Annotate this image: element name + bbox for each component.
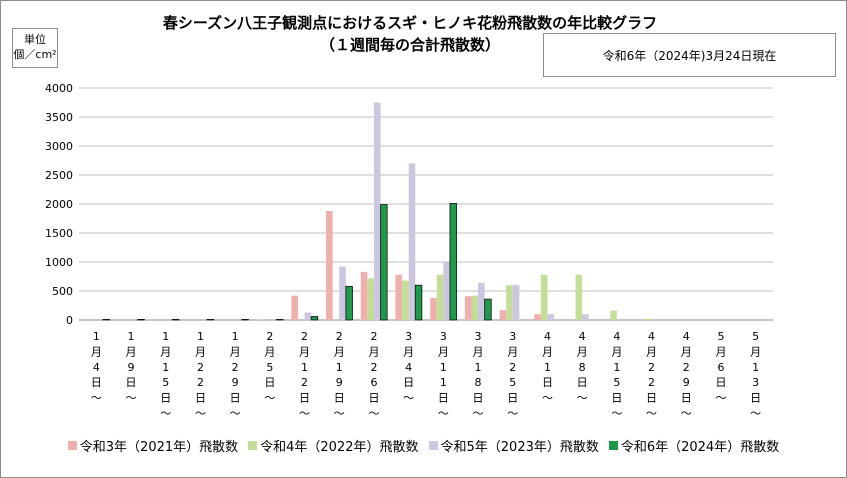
bar-2024 xyxy=(206,319,215,321)
bar-2024 xyxy=(171,319,180,321)
x-tick-label: 5 月 6 日～ xyxy=(715,330,726,405)
y-tick-label: 2500 xyxy=(45,169,73,182)
legend-swatch-2021 xyxy=(67,441,77,450)
x-tick-label: 4 月 2 2 日～ xyxy=(646,330,657,420)
bar-2023 xyxy=(443,262,450,320)
bar-2024 xyxy=(310,316,319,321)
bar-2021 xyxy=(360,271,368,320)
bar-2024 xyxy=(449,203,457,321)
bar-2022 xyxy=(471,295,479,320)
bar-2022 xyxy=(610,310,617,320)
bar-2024 xyxy=(484,298,492,321)
bar-2022 xyxy=(540,274,548,320)
bar-2022 xyxy=(575,274,583,320)
unit-label-line1: 単位 xyxy=(24,33,46,46)
y-tick-label: 3000 xyxy=(45,140,73,153)
bar-2023 xyxy=(512,285,520,320)
x-tick-label: 1 月 9 日～ xyxy=(126,330,137,405)
x-tick-label: 4 月 2 9 日～ xyxy=(681,330,692,420)
legend-label-2022: 令和4年（2022年）飛散数 xyxy=(260,440,419,455)
legend-item-2023: 令和5年（2023年）飛散数 xyxy=(428,436,599,455)
x-tick-label: 3 月 2 5 日～ xyxy=(507,330,518,420)
x-tick-label: 3 月 1 8 日～ xyxy=(473,330,484,420)
bar-2021 xyxy=(499,310,507,320)
x-tick-label: 1 月 4 日～ xyxy=(91,330,102,405)
chart-subtitle: （１週間毎の合計飛散数） xyxy=(319,36,500,54)
bar-2024 xyxy=(241,319,249,321)
x-tick-label: 4 月 8 日～ xyxy=(577,330,588,405)
x-tick-label: 4 月 1 5 日～ xyxy=(611,330,622,420)
legend-label-2023: 令和5年（2023年）飛散数 xyxy=(440,440,599,455)
legend-label-2021: 令和3年（2021年）飛散数 xyxy=(79,440,239,455)
bar-2021 xyxy=(326,210,333,320)
bar-2023 xyxy=(582,314,589,320)
bar-2022 xyxy=(367,278,374,320)
bar-2021 xyxy=(430,297,437,320)
y-tick-label: 2000 xyxy=(45,198,73,211)
x-tick-label: 2 月 2 6 日～ xyxy=(368,330,379,420)
bar-2023 xyxy=(408,163,416,320)
x-tick-label: 3 月 4 日～ xyxy=(403,330,414,405)
x-tick-label: 4 月 1 日～ xyxy=(542,330,553,405)
bar-2023 xyxy=(547,314,555,320)
unit-label: 単位 個／cm² xyxy=(12,28,58,68)
x-tick-label: 2 月 1 9 日～ xyxy=(334,330,345,420)
x-tick-label: 2 月 1 2 日～ xyxy=(299,330,310,420)
y-tick-label: 500 xyxy=(52,285,73,298)
bar-2022 xyxy=(506,285,513,320)
x-tick-label: 2 月 5 日～ xyxy=(264,330,275,405)
bar-2022 xyxy=(402,280,409,320)
x-tick-label: 1 月 2 9 日～ xyxy=(230,330,241,420)
x-tick-label: 1 月 2 2 日～ xyxy=(195,330,206,420)
bar-2022 xyxy=(644,318,652,320)
chart-title: 春シーズン八王子観測点におけるスギ・ヒノキ花粉飛散数の年比較グラフ xyxy=(162,14,658,32)
as-of-date-box: 令和6年（2024年)3月24日現在 xyxy=(543,33,836,77)
y-tick-label: 4000 xyxy=(45,82,73,95)
bar-2023 xyxy=(304,312,312,320)
bar-2021 xyxy=(464,296,472,320)
bar-2021 xyxy=(534,314,541,320)
bar-2024 xyxy=(414,284,423,321)
legend-item-2021: 令和3年（2021年）飛散数 xyxy=(67,436,239,455)
bar-2024 xyxy=(137,319,145,321)
bar-2021 xyxy=(395,274,403,320)
legend-label-2024: 令和6年（2024年）飛散数 xyxy=(620,440,780,455)
bar-2022 xyxy=(436,274,444,320)
y-tick-label: 3500 xyxy=(45,111,73,124)
bar-2024 xyxy=(380,204,388,321)
y-tick-label: 1500 xyxy=(45,227,73,240)
bar-2024 xyxy=(276,319,284,321)
bar-2024 xyxy=(345,285,353,321)
legend-item-2024: 令和6年（2024年）飛散数 xyxy=(608,436,780,455)
y-tick-label: 1000 xyxy=(45,256,73,269)
bar-2021 xyxy=(291,295,298,320)
legend-swatch-2022 xyxy=(248,441,258,450)
bar-2024 xyxy=(102,319,110,321)
x-tick-label: 5 月 1 3 日～ xyxy=(750,330,761,420)
y-tick-label: 0 xyxy=(66,314,73,327)
bar-2023 xyxy=(478,282,485,320)
x-tick-label: 1 月 1 5 日～ xyxy=(160,330,171,420)
unit-label-line2: 個／cm² xyxy=(13,48,57,61)
legend-swatch-2024 xyxy=(608,441,618,450)
legend-swatch-2023 xyxy=(428,441,438,450)
chart-legend: 令和3年（2021年）飛散数 令和4年（2022年）飛散数 令和5年（2023年… xyxy=(0,436,847,455)
legend-item-2022: 令和4年（2022年）飛散数 xyxy=(248,436,419,455)
bar-2023 xyxy=(339,266,346,320)
bar-2023 xyxy=(373,102,381,320)
x-tick-label: 3 月 1 1 日～ xyxy=(438,330,449,420)
